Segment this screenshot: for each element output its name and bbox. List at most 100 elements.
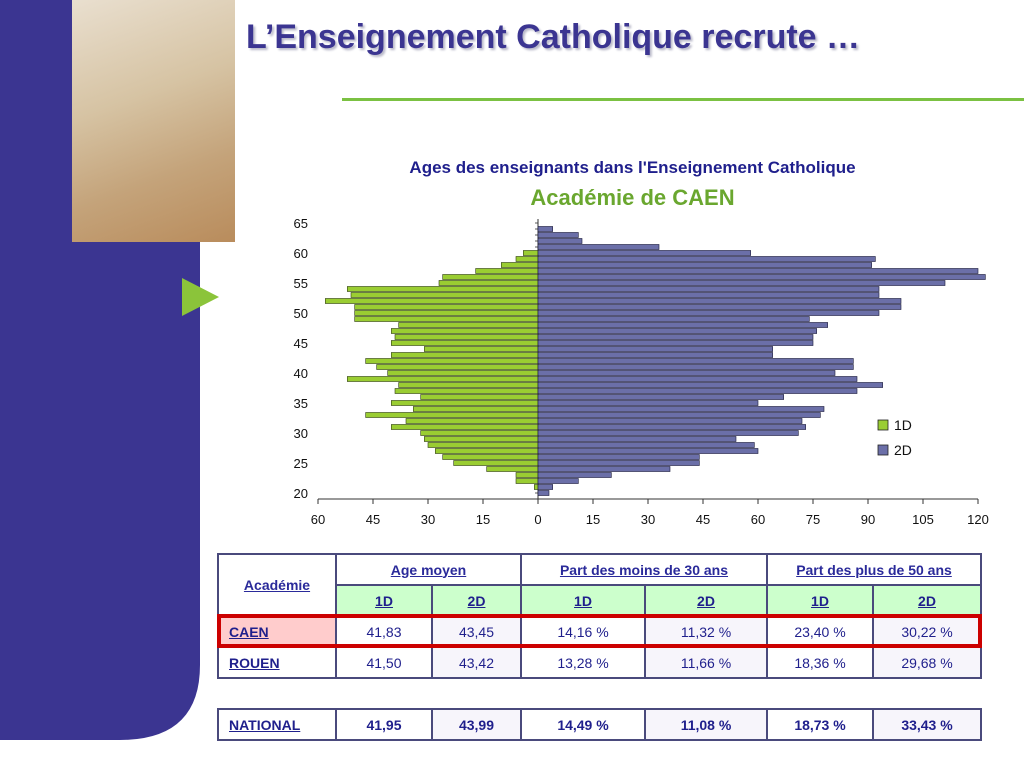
bar-2d (537, 250, 751, 256)
bar-2d (537, 274, 986, 280)
bar-2d (537, 466, 671, 472)
bar-1d (354, 310, 539, 316)
bar-2d (537, 310, 880, 316)
bar-1d (534, 484, 539, 490)
bar-2d (537, 448, 759, 454)
bar-2d (537, 430, 799, 436)
subheader-1d: 1D (520, 584, 646, 617)
bar-1d (413, 406, 539, 412)
bar-1d (394, 334, 539, 340)
bar-2d (537, 244, 660, 250)
bar-1d (435, 448, 539, 454)
chart-title: Ages des enseignants dans l'Enseignement… (409, 158, 856, 177)
table-cell: 43,99 (431, 708, 522, 741)
bar-2d (537, 376, 858, 382)
row-name-rouen: ROUEN (217, 646, 337, 679)
table-cell: 30,22 % (872, 615, 982, 648)
bar-1d (438, 280, 539, 286)
table-cell: 41,95 (335, 708, 433, 741)
x-tick-label: 45 (696, 512, 710, 527)
group-header-over50: Part des plus de 50 ans (766, 553, 982, 586)
bar-1d (475, 268, 539, 274)
bar-1d (325, 298, 539, 304)
stats-table: Académie Age moyen Part des moins de 30 … (217, 553, 982, 679)
table-cell: 29,68 % (872, 646, 982, 679)
table-cell: 11,32 % (644, 615, 768, 648)
bar-2d (537, 346, 773, 352)
bar-2d (537, 286, 880, 292)
bar-2d (537, 352, 773, 358)
x-tick-label: 15 (476, 512, 490, 527)
bar-1d (347, 286, 539, 292)
legend-swatch-2d (877, 444, 889, 456)
bar-1d (486, 466, 539, 472)
bar-2d (537, 436, 737, 442)
bar-1d (398, 382, 539, 388)
x-tick-label: 105 (912, 512, 934, 527)
subheader-1d: 1D (335, 584, 433, 617)
bar-2d (537, 232, 579, 238)
group-header-under30: Part des moins de 30 ans (520, 553, 768, 586)
bar-1d (424, 436, 539, 442)
bar-2d (537, 490, 550, 496)
bar-1d (365, 358, 539, 364)
bar-2d (537, 472, 612, 478)
bar-2d (537, 454, 700, 460)
chart-axes: 60 45 30 15 0 15 30 45 60 75 90 105 120 20 25 30 35 40 45 5… (294, 216, 989, 527)
bar-1d (376, 364, 539, 370)
legend-swatch-1d (877, 419, 889, 431)
bar-1d (347, 376, 539, 382)
y-tick-label: 45 (294, 336, 308, 351)
series-1d-bars (325, 250, 539, 490)
table-cell: 18,36 % (766, 646, 874, 679)
y-tick-label: 50 (294, 306, 308, 321)
bar-2d (537, 460, 700, 466)
subheader-2d: 2D (872, 584, 982, 617)
x-tick-label: 60 (311, 512, 325, 527)
table-row: CAEN 41,83 43,45 14,16 % 11,32 % 23,40 %… (217, 615, 982, 648)
table-cell: 11,66 % (644, 646, 768, 679)
bar-1d (354, 304, 539, 310)
subheader-2d: 2D (644, 584, 768, 617)
x-tick-label: 120 (967, 512, 989, 527)
bar-1d (391, 328, 539, 334)
bar-2d (537, 412, 821, 418)
bar-2d (537, 406, 825, 412)
bar-2d (537, 340, 814, 346)
bar-1d (391, 340, 539, 346)
bar-2d (537, 424, 806, 430)
bar-2d (537, 268, 979, 274)
table-cell: 23,40 % (766, 615, 874, 648)
bar-1d (515, 472, 539, 478)
bar-1d (442, 274, 539, 280)
bar-1d (387, 370, 539, 376)
bar-2d (537, 388, 858, 394)
bar-1d (365, 412, 539, 418)
subheader-1d: 1D (766, 584, 874, 617)
bar-2d (537, 256, 876, 262)
bar-2d (537, 394, 784, 400)
bar-1d (405, 418, 539, 424)
x-tick-label: 90 (861, 512, 875, 527)
table-row: NATIONAL 41,95 43,99 14,49 % 11,08 % 18,… (217, 708, 982, 741)
chart-legend: 1D 2D (877, 417, 912, 458)
legend-label-1d: 1D (894, 417, 912, 433)
bar-2d (537, 358, 854, 364)
age-pyramid-chart: 60 45 30 15 0 15 30 45 60 75 90 105 120 20 25 30 35 40 45 5… (294, 216, 989, 527)
table-cell: 18,73 % (766, 708, 874, 741)
bar-1d (354, 316, 539, 322)
x-tick-label: 75 (806, 512, 820, 527)
bar-2d (537, 364, 854, 370)
bar-2d (537, 328, 817, 334)
bar-1d (515, 256, 539, 262)
slide-title: L’Enseignement Catholique recrute … (246, 18, 861, 56)
bar-2d (537, 238, 583, 244)
series-2d-bars (537, 226, 986, 496)
bar-1d (394, 388, 539, 394)
bar-2d (537, 478, 579, 484)
table-cell: 33,43 % (872, 708, 982, 741)
row-name-national: NATIONAL (217, 708, 337, 741)
title-underline (342, 98, 1024, 101)
bar-2d (537, 292, 880, 298)
table-cell: 14,16 % (520, 615, 646, 648)
